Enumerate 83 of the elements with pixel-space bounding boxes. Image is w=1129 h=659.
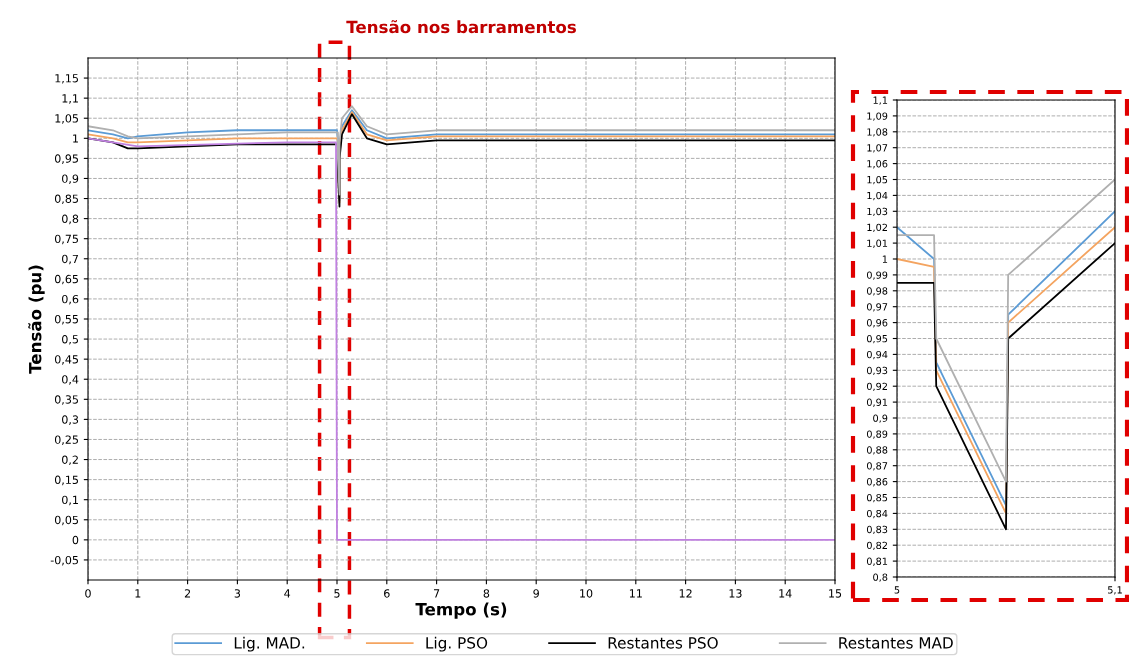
y-tick-label: 0,91 <box>866 398 888 407</box>
y-tick-label: 1,09 <box>867 112 888 121</box>
y-tick-label: 0,4 <box>62 375 79 385</box>
y-tick-label: 1,15 <box>55 74 78 84</box>
legend-label: Restantes PSO <box>608 637 718 649</box>
legend-label: Lig. PSO <box>426 636 488 652</box>
y-tick-label: 1,02 <box>867 223 887 233</box>
y-tick-label: 0,9 <box>873 414 888 423</box>
y-tick-label: 0,89 <box>866 430 888 439</box>
x-tick-label: 13 <box>729 589 742 598</box>
y-tick-label: 0,86 <box>866 478 888 487</box>
x-tick-label: 15 <box>829 589 842 598</box>
y-tick-label: 0,95 <box>866 334 888 344</box>
y-tick-label: 1 <box>73 134 78 143</box>
y-tick-label: 0,65 <box>54 274 78 285</box>
y-tick-label: 0,88 <box>866 446 888 455</box>
y-tick-label: 0,8 <box>873 573 888 582</box>
x-tick-label: 10 <box>580 589 593 598</box>
y-tick-label: 0,6 <box>62 294 79 305</box>
y-tick-label: 0,98 <box>866 287 888 296</box>
y-tick-label: 0,97 <box>866 303 888 312</box>
y-tick-label: 0,75 <box>54 234 78 245</box>
line-series <box>88 137 835 541</box>
y-tick-label: 0,93 <box>866 366 888 376</box>
x-axis-title: Tempo (s) <box>415 602 507 619</box>
x-tick-label: 7 <box>433 589 440 598</box>
y-tick-label: 1,08 <box>867 128 888 137</box>
y-tick-label: 0,81 <box>866 557 888 566</box>
y-tick-label: 1,05 <box>867 175 888 185</box>
y-tick-label: 0,85 <box>54 194 78 205</box>
x-tick-label: 8 <box>483 589 490 598</box>
y-tick-label: 0,2 <box>62 455 78 466</box>
line-series <box>897 178 1115 483</box>
y-tick-label: 1,07 <box>867 144 888 153</box>
chart-title: Tensão nos barramentos <box>346 20 576 34</box>
x-tick-label: 5 <box>334 589 340 598</box>
legend-label: Lig. MAD. <box>234 636 305 652</box>
y-tick-label: 0,55 <box>54 314 78 325</box>
x-tick-label: 12 <box>679 589 692 598</box>
y-tick-label: 0,7 <box>62 254 79 265</box>
y-tick-label: 0 <box>72 535 79 545</box>
y-tick-label: 0,15 <box>54 475 78 486</box>
y-tick-label: 0,5 <box>62 335 78 345</box>
x-tick-label: 4 <box>284 589 291 598</box>
y-tick-label: -0,05 <box>50 555 78 566</box>
y-tick-label: 0,82 <box>866 541 887 551</box>
y-tick-label: 0,84 <box>866 509 888 519</box>
y-tick-label: 1 <box>882 255 888 263</box>
y-tick-label: 1,05 <box>55 114 78 124</box>
y-tick-label: 0,25 <box>54 435 78 445</box>
y-tick-label: 1,1 <box>62 94 78 104</box>
x-tick-label: 11 <box>629 589 642 598</box>
y-tick-label: 1,04 <box>867 191 888 201</box>
y-tick-label: 0,35 <box>54 395 78 405</box>
x-tick-label: 5,1 <box>1108 586 1122 595</box>
x-tick-label: 9 <box>533 589 539 598</box>
x-tick-label: 6 <box>384 589 390 598</box>
x-tick-label: 2 <box>184 589 191 598</box>
y-tick-label: 0,95 <box>54 154 78 164</box>
x-tick-label: 0 <box>85 589 91 598</box>
x-tick-label: 14 <box>779 589 792 598</box>
y-tick-label: 0,96 <box>866 319 888 328</box>
y-tick-label: 0,92 <box>866 382 887 392</box>
y-tick-label: 0,87 <box>866 462 888 471</box>
y-tick-label: 0,1 <box>62 495 78 506</box>
y-tick-label: 1,1 <box>873 96 888 105</box>
y-tick-label: 0,05 <box>54 515 78 526</box>
y-tick-label: 0,45 <box>54 355 78 365</box>
y-tick-label: 0,85 <box>866 493 888 503</box>
x-tick-label: 3 <box>234 589 241 598</box>
y-tick-label: 1,01 <box>867 239 888 248</box>
x-tick-label: 1 <box>135 589 141 598</box>
x-tick-label: 5 <box>894 586 900 594</box>
y-tick-label: 0,8 <box>62 214 79 225</box>
y-axis-title: Tensão (pu) <box>28 265 45 374</box>
y-tick-label: 0,9 <box>62 174 79 184</box>
legend-label: Restantes MAD <box>839 637 953 649</box>
y-tick-label: 1,06 <box>867 160 888 169</box>
y-tick-label: 0,83 <box>866 525 888 535</box>
y-tick-label: 0,3 <box>62 415 79 425</box>
y-tick-label: 0,99 <box>866 271 888 280</box>
y-tick-label: 1,03 <box>867 207 888 217</box>
y-tick-label: 0,94 <box>866 350 888 360</box>
